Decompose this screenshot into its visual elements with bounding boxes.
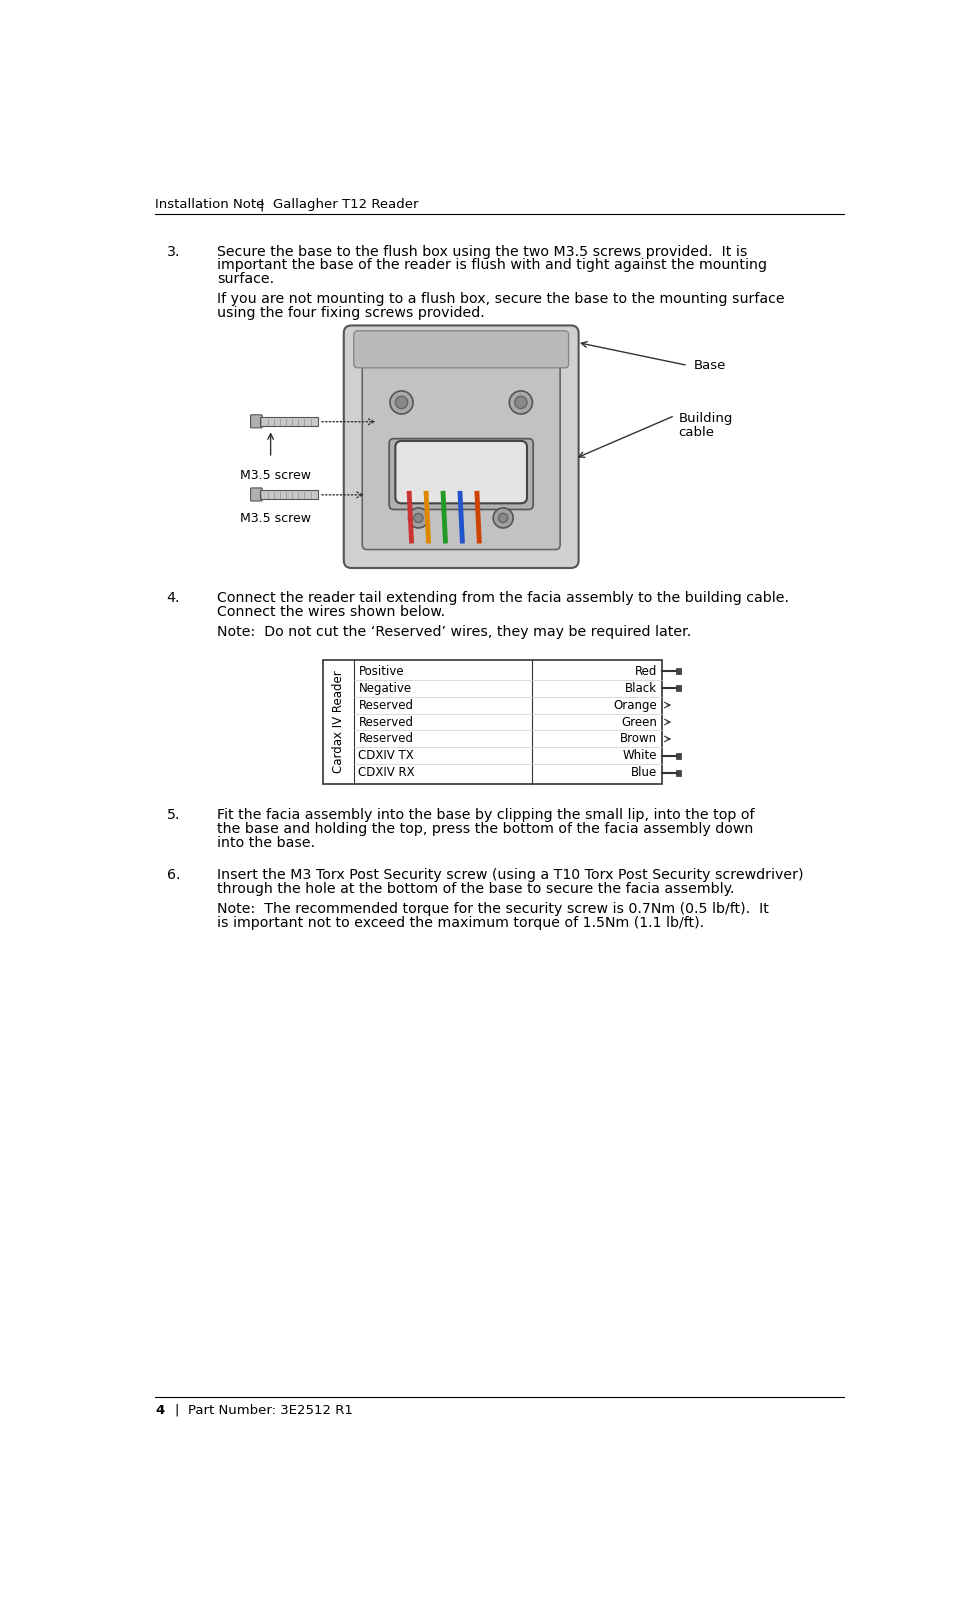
Text: M3.5 screw: M3.5 screw <box>240 469 311 482</box>
Bar <box>676 753 681 759</box>
Text: Note:  Do not cut the ‘Reserved’ wires, they may be required later.: Note: Do not cut the ‘Reserved’ wires, t… <box>216 625 691 639</box>
Circle shape <box>493 508 513 529</box>
Bar <box>323 660 662 783</box>
FancyBboxPatch shape <box>395 441 527 503</box>
Text: cable: cable <box>679 426 715 439</box>
Text: Installation Note: Installation Note <box>155 199 264 211</box>
Text: Positive: Positive <box>359 665 404 678</box>
Text: Reserved: Reserved <box>359 698 413 711</box>
Text: Connect the reader tail extending from the facia assembly to the building cable.: Connect the reader tail extending from t… <box>216 591 789 606</box>
Bar <box>676 769 681 775</box>
Bar <box>676 668 681 674</box>
Circle shape <box>409 508 428 529</box>
FancyBboxPatch shape <box>251 489 262 501</box>
FancyBboxPatch shape <box>363 344 560 549</box>
Bar <box>676 686 681 690</box>
Text: |: | <box>175 1403 178 1416</box>
Text: important the base of the reader is flush with and tight against the mounting: important the base of the reader is flus… <box>216 258 766 272</box>
Text: CDXIV RX: CDXIV RX <box>359 766 415 779</box>
Text: Negative: Negative <box>359 681 411 695</box>
Text: Reserved: Reserved <box>359 732 413 745</box>
Text: 4.: 4. <box>167 591 180 606</box>
Bar <box>259 417 318 426</box>
Text: Brown: Brown <box>620 732 657 745</box>
Text: CDXIV TX: CDXIV TX <box>359 750 414 763</box>
Text: surface.: surface. <box>216 272 274 287</box>
Text: using the four fixing screws provided.: using the four fixing screws provided. <box>216 306 485 320</box>
Text: Base: Base <box>694 359 726 372</box>
Text: Secure the base to the flush box using the two M3.5 screws provided.  It is: Secure the base to the flush box using t… <box>216 245 747 258</box>
Text: Part Number: 3E2512 R1: Part Number: 3E2512 R1 <box>188 1403 353 1416</box>
Text: If you are not mounting to a flush box, secure the base to the mounting surface: If you are not mounting to a flush box, … <box>216 292 784 306</box>
FancyBboxPatch shape <box>389 439 533 509</box>
Circle shape <box>509 391 532 413</box>
Text: Insert the M3 Torx Post Security screw (using a T10 Torx Post Security screwdriv: Insert the M3 Torx Post Security screw (… <box>216 868 803 883</box>
Text: Orange: Orange <box>613 698 657 711</box>
Text: Building: Building <box>679 412 733 425</box>
Bar <box>259 490 318 498</box>
FancyBboxPatch shape <box>344 325 578 569</box>
Text: into the base.: into the base. <box>216 836 315 851</box>
Text: Red: Red <box>635 665 657 678</box>
Circle shape <box>498 513 508 522</box>
Text: Gallagher T12 Reader: Gallagher T12 Reader <box>273 199 418 211</box>
Circle shape <box>413 513 423 522</box>
Text: 3.: 3. <box>167 245 180 258</box>
Text: Reserved: Reserved <box>359 716 413 729</box>
Text: 5.: 5. <box>167 809 180 822</box>
Text: 6.: 6. <box>167 868 180 883</box>
Text: Green: Green <box>621 716 657 729</box>
FancyBboxPatch shape <box>354 332 568 368</box>
Text: M3.5 screw: M3.5 screw <box>240 511 311 525</box>
Text: the base and holding the top, press the bottom of the facia assembly down: the base and holding the top, press the … <box>216 822 753 836</box>
Text: Blue: Blue <box>631 766 657 779</box>
Circle shape <box>390 391 413 413</box>
Text: |: | <box>259 199 263 211</box>
Text: Note:  The recommended torque for the security screw is 0.7Nm (0.5 lb/ft).  It: Note: The recommended torque for the sec… <box>216 902 768 916</box>
FancyBboxPatch shape <box>251 415 262 428</box>
Text: White: White <box>623 750 657 763</box>
Text: Connect the wires shown below.: Connect the wires shown below. <box>216 606 445 618</box>
Text: 4: 4 <box>155 1403 165 1416</box>
Text: Fit the facia assembly into the base by clipping the small lip, into the top of: Fit the facia assembly into the base by … <box>216 809 755 822</box>
Circle shape <box>515 396 527 409</box>
Circle shape <box>395 396 408 409</box>
Text: Cardax IV Reader: Cardax IV Reader <box>332 671 345 774</box>
Text: Black: Black <box>625 681 657 695</box>
Text: is important not to exceed the maximum torque of 1.5Nm (1.1 lb/ft).: is important not to exceed the maximum t… <box>216 916 704 931</box>
Text: through the hole at the bottom of the base to secure the facia assembly.: through the hole at the bottom of the ba… <box>216 883 734 896</box>
